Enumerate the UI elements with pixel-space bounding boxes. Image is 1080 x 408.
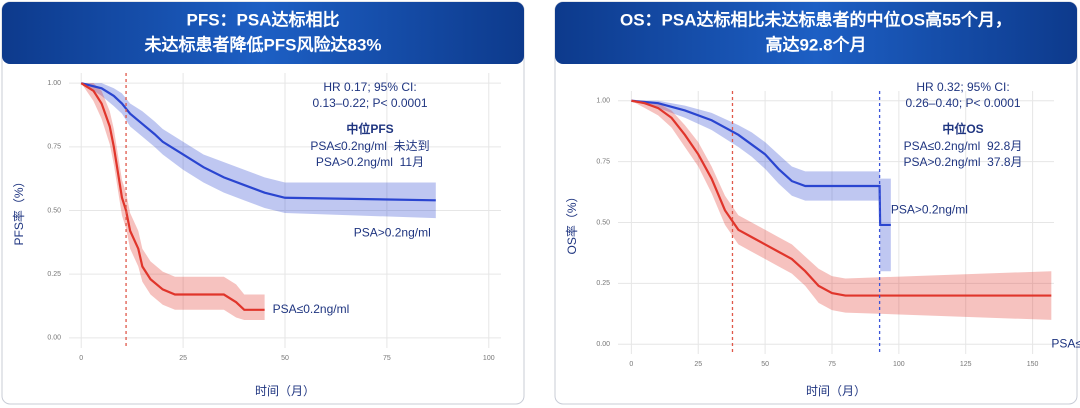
annotation: HR 0.17; 95% CI: (323, 80, 416, 94)
median-title: 中位PFS (346, 121, 393, 136)
y-tick-label: 1.00 (596, 98, 610, 105)
y-tick-label: 0.50 (596, 219, 610, 226)
x-tick-label: 125 (960, 361, 972, 368)
median-row: PSA≤0.2ng/ml 未达到 (310, 139, 429, 153)
x-tick-label: 25 (179, 355, 187, 362)
chart-title: OS：PSA达标相比未达标患者的中位OS高55个月， (620, 9, 1012, 29)
series-label: PSA>0.2ng/ml (354, 226, 431, 240)
chart-title: 未达标患者降低PFS风险达83% (143, 34, 381, 54)
x-tick-label: 0 (629, 361, 633, 368)
x-tick-label: 25 (694, 361, 702, 368)
series-label: PSA≤0.2ng/ml (1051, 336, 1080, 350)
x-tick-label: 100 (893, 361, 905, 368)
y-tick-label: 0.25 (596, 280, 610, 287)
x-tick-label: 0 (79, 355, 83, 362)
annotation: 0.13–0.22; P< 0.0001 (312, 96, 427, 110)
x-tick-label: 75 (828, 361, 836, 368)
x-axis-label: 时间（月） (806, 384, 866, 398)
annotation: 0.26–0.40; P< 0.0001 (905, 96, 1020, 110)
median-title: 中位OS (942, 121, 983, 136)
survival-line (631, 99, 891, 227)
x-tick-label: 150 (1027, 361, 1039, 368)
panel-header (2, 2, 524, 64)
x-tick-label: 50 (281, 355, 289, 362)
y-tick-label: 0.00 (47, 335, 61, 342)
y-tick-label: 0.50 (47, 207, 61, 214)
chart-title: 高达92.8个月 (765, 34, 866, 54)
x-tick-label: 50 (761, 361, 769, 368)
series-label: PSA>0.2ng/ml (891, 202, 968, 216)
median-row: PSA>0.2ng/ml 37.8月 (903, 155, 1022, 169)
median-row: PSA>0.2ng/ml 11月 (316, 155, 424, 169)
confidence-band (81, 83, 436, 219)
y-tick-label: 0.75 (47, 144, 61, 151)
median-row: PSA≤0.2ng/ml 92.8月 (904, 139, 1023, 153)
survival-line (631, 99, 1052, 297)
survival-line (80, 82, 436, 202)
confidence-band (631, 100, 1052, 320)
x-axis-label: 时间（月） (255, 384, 315, 398)
x-tick-label: 75 (383, 355, 391, 362)
y-tick-label: 0.25 (47, 271, 61, 278)
confidence-band (81, 83, 265, 320)
chart-title: PFS：PSA达标相比 (186, 9, 339, 29)
series-label: PSA≤0.2ng/ml (273, 302, 350, 316)
y-tick-label: 0.75 (596, 158, 610, 165)
annotation: HR 0.32; 95% CI: (916, 80, 1009, 94)
y-axis-label: PFS率（%） (11, 175, 26, 245)
y-axis-label: OS率（%） (564, 190, 579, 254)
survival-line (80, 82, 265, 311)
panel-header (555, 2, 1077, 64)
y-tick-label: 0.00 (596, 341, 610, 348)
x-tick-label: 100 (483, 355, 495, 362)
y-tick-label: 1.00 (47, 80, 61, 87)
